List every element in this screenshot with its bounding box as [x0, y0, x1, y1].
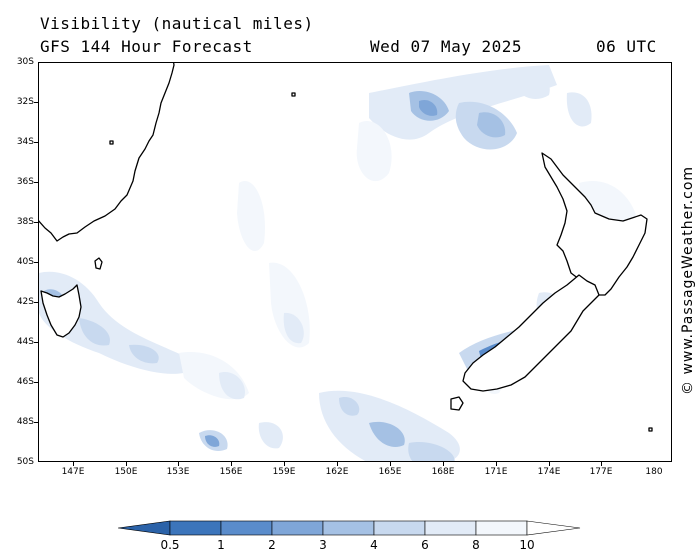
lon-label: 153E: [166, 467, 190, 477]
legend-swatch: [475, 520, 528, 536]
lon-tick: [126, 462, 127, 466]
stewart-island-coastline: [450, 396, 464, 411]
lon-tick: [284, 462, 285, 466]
australia-coastline: [39, 63, 175, 242]
lat-label: 36S: [16, 177, 34, 187]
lat-tick: [34, 382, 38, 383]
lon-tick: [549, 462, 550, 466]
lon-label: 159E: [272, 467, 296, 477]
lon-label: 171E: [484, 467, 508, 477]
lat-tick: [34, 222, 38, 223]
lat-tick: [34, 422, 38, 423]
copyright-credit: © www.PassageWeather.com: [680, 165, 696, 395]
visibility-patch: [79, 318, 110, 346]
lon-tick: [337, 462, 338, 466]
model-label: GFS 144 Hour Forecast: [40, 37, 253, 56]
lon-tick: [601, 462, 602, 466]
king-island: [94, 257, 103, 270]
lat-tick: [34, 142, 38, 143]
lon-label: 168E: [431, 467, 455, 477]
legend-label: 1: [217, 538, 225, 552]
small-island: [648, 427, 653, 432]
lat-tick: [34, 342, 38, 343]
visibility-patch: [283, 312, 304, 344]
legend-swatch: [424, 520, 477, 536]
visibility-patch: [339, 396, 360, 416]
lon-label: 180: [645, 467, 663, 477]
map-canvas: [39, 63, 653, 461]
legend-label: 2: [268, 538, 276, 552]
legend-swatch: [271, 520, 324, 536]
legend-label: 10: [519, 538, 535, 552]
visibility-legend: [118, 520, 581, 536]
lord-howe-island: [291, 92, 296, 97]
visibility-patch: [477, 112, 506, 138]
lat-tick: [34, 182, 38, 183]
visibility-patch: [514, 77, 550, 99]
lat-label: 46S: [16, 377, 34, 387]
lat-label: 38S: [16, 217, 34, 227]
visibility-patch: [258, 422, 283, 449]
lon-tick: [496, 462, 497, 466]
lat-tick: [34, 262, 38, 263]
legend-label: 4: [370, 538, 378, 552]
lon-label: 150E: [114, 467, 138, 477]
lon-label: 162E: [325, 467, 349, 477]
lon-tick: [73, 462, 74, 466]
legend-label: 0.5: [160, 538, 180, 552]
legend-label: 3: [319, 538, 327, 552]
legend-label: 6: [421, 538, 429, 552]
legend-swatch: [118, 520, 171, 536]
lat-tick: [34, 102, 38, 103]
visibility-patch: [566, 92, 592, 127]
lat-label: 32S: [16, 97, 34, 107]
coastlines: [39, 63, 653, 432]
legend-swatch: [220, 520, 273, 536]
lon-tick: [443, 462, 444, 466]
legend-swatch: [322, 520, 375, 536]
visibility-patch: [219, 372, 245, 400]
visibility-patch: [369, 421, 405, 447]
lon-label: 174E: [537, 467, 561, 477]
lon-label: 147E: [61, 467, 85, 477]
legend-swatch: [169, 520, 222, 536]
lon-tick: [178, 462, 179, 466]
visibility-patch: [129, 344, 159, 364]
nz-south-island-coastline: [462, 274, 600, 392]
nz-north-island-coastline: [541, 152, 648, 296]
lat-label: 42S: [16, 297, 34, 307]
visibility-patch: [237, 181, 265, 252]
lon-label: 156E: [219, 467, 243, 477]
lat-label: 40S: [16, 257, 34, 267]
visibility-patch: [408, 442, 455, 461]
small-island: [109, 140, 114, 145]
lat-tick: [34, 302, 38, 303]
lon-label: 165E: [378, 467, 402, 477]
visibility-patch: [419, 99, 438, 116]
lat-label: 34S: [16, 137, 34, 147]
lat-label: 48S: [16, 417, 34, 427]
map-frame: [38, 62, 672, 462]
legend-swatch: [526, 520, 581, 536]
visibility-patch: [356, 121, 392, 182]
lon-tick: [390, 462, 391, 466]
lat-label: 44S: [16, 337, 34, 347]
map-title: Visibility (nautical miles): [40, 14, 314, 33]
lat-label: 30S: [16, 57, 34, 67]
forecast-date: Wed 07 May 2025: [370, 37, 522, 56]
legend-label: 8: [472, 538, 480, 552]
lon-label: 177E: [589, 467, 613, 477]
visibility-patch: [205, 435, 220, 447]
legend-swatch: [373, 520, 426, 536]
tasmania-coastline: [40, 284, 82, 338]
forecast-time: 06 UTC: [596, 37, 657, 56]
lon-tick: [231, 462, 232, 466]
lat-label: 50S: [16, 457, 34, 467]
